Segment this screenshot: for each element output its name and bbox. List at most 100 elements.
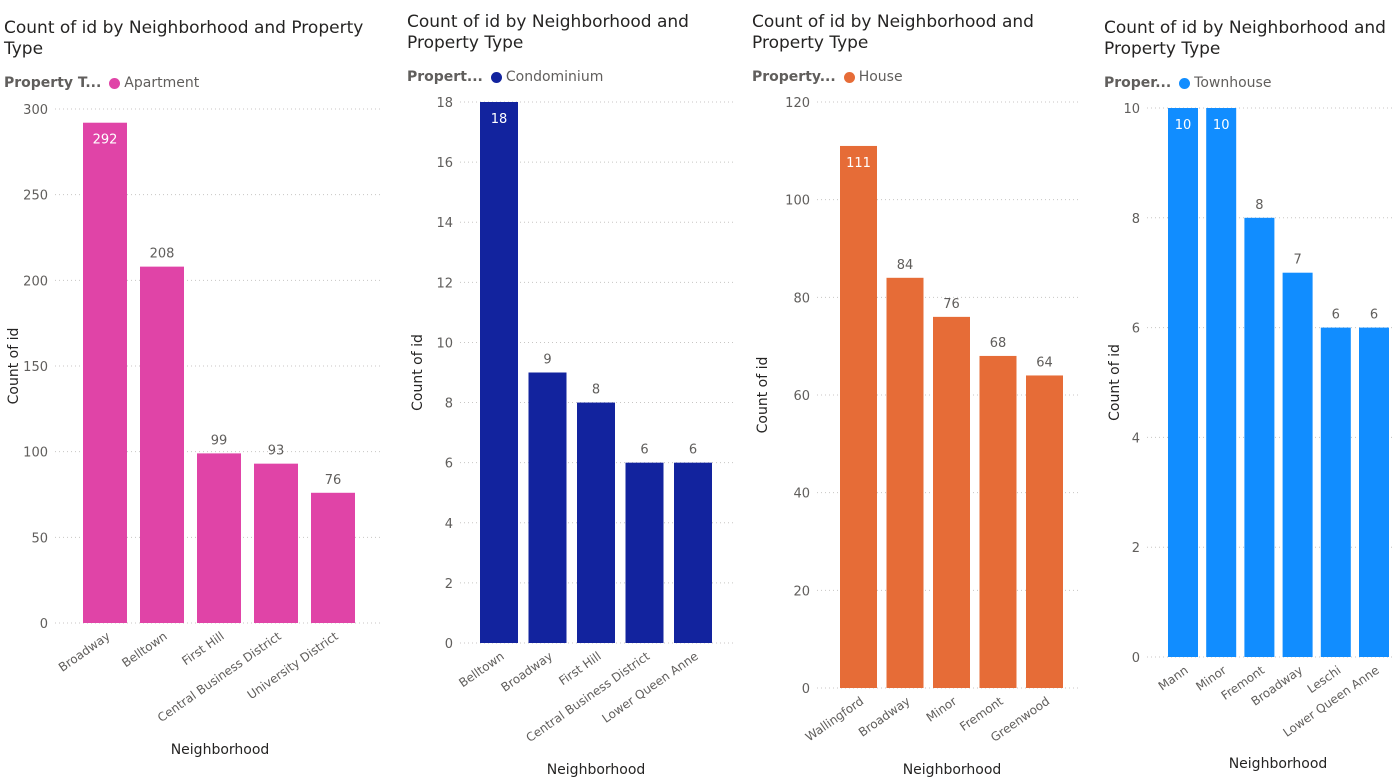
bar bbox=[1244, 217, 1275, 658]
data-label: 99 bbox=[211, 433, 228, 448]
chart-panel-apartment: Count of id by Neighborhood and Property… bbox=[0, 0, 390, 778]
y-tick-label: 14 bbox=[436, 216, 453, 231]
data-label: 76 bbox=[943, 297, 960, 312]
chart-panel-condominium: Count of id by Neighborhood and Property… bbox=[400, 0, 750, 778]
legend-label: Apartment bbox=[124, 75, 200, 91]
legend-label: House bbox=[858, 69, 903, 85]
data-label: 76 bbox=[325, 473, 342, 488]
bar bbox=[1026, 375, 1063, 688]
legend-dot bbox=[490, 71, 502, 83]
chart-title: Count of id by Neighborhood and Property… bbox=[407, 12, 689, 53]
y-axis-title: Count of id bbox=[410, 334, 426, 411]
data-label: 208 bbox=[150, 247, 175, 262]
y-tick-label: 4 bbox=[1132, 431, 1140, 446]
y-tick-label: 12 bbox=[436, 276, 453, 291]
x-axis-title: Neighborhood bbox=[1229, 756, 1328, 772]
bar bbox=[674, 462, 712, 643]
y-tick-label: 50 bbox=[31, 531, 48, 546]
y-tick-label: 6 bbox=[1132, 322, 1140, 337]
chart-legend: Property... House bbox=[752, 68, 903, 86]
legend-title: Property T... bbox=[4, 75, 102, 91]
y-tick-label: 150 bbox=[23, 360, 48, 375]
data-label: 68 bbox=[990, 336, 1007, 351]
bar bbox=[83, 122, 127, 623]
y-axis-title: Count of id bbox=[1107, 344, 1123, 421]
legend-dot bbox=[1179, 77, 1191, 89]
data-label: 6 bbox=[689, 443, 697, 458]
chart-legend: Proper... Townhouse bbox=[1104, 74, 1271, 92]
bar bbox=[1282, 272, 1313, 657]
bar bbox=[254, 463, 298, 623]
data-label: 18 bbox=[491, 112, 508, 127]
data-label: 6 bbox=[1332, 308, 1340, 323]
x-tick-label: Minor bbox=[924, 694, 960, 725]
y-tick-label: 100 bbox=[23, 446, 48, 461]
data-label: 6 bbox=[1370, 308, 1378, 323]
data-label: 6 bbox=[640, 443, 648, 458]
y-tick-label: 10 bbox=[1123, 102, 1140, 117]
bar bbox=[1206, 108, 1237, 657]
legend-label: Condominium bbox=[505, 69, 604, 85]
chart-legend: Propert... Condominium bbox=[407, 68, 603, 86]
bar bbox=[311, 492, 355, 623]
y-tick-label: 250 bbox=[23, 189, 48, 204]
x-tick-label: First Hill bbox=[179, 629, 226, 668]
x-axis-title: Neighborhood bbox=[547, 762, 646, 778]
bar bbox=[840, 145, 877, 688]
data-label: 7 bbox=[1293, 253, 1301, 268]
chart-title: Count of id by Neighborhood and Property… bbox=[4, 18, 364, 59]
data-label: 10 bbox=[1175, 118, 1192, 133]
x-tick-label: Belltown bbox=[119, 629, 169, 670]
bar-chart-apartment: 0 50 100 150 200 250 300 Count of id 292 Broadway… bbox=[6, 103, 380, 758]
legend-title: Property... bbox=[752, 69, 836, 85]
chart-title: Count of id by Neighborhood and Property… bbox=[752, 12, 1034, 53]
bar bbox=[577, 402, 615, 643]
bar bbox=[625, 462, 664, 643]
data-label: 8 bbox=[1255, 198, 1263, 213]
y-tick-label: 2 bbox=[445, 577, 453, 592]
x-tick-label: Broadway bbox=[856, 694, 913, 740]
bar-chart-house: 0 20 40 60 80 100 120 Count of id 111 Wallingford… bbox=[755, 96, 1080, 778]
data-label: 84 bbox=[897, 258, 914, 273]
legend-label: Townhouse bbox=[1194, 75, 1272, 91]
y-tick-label: 0 bbox=[802, 682, 810, 697]
y-tick-label: 6 bbox=[445, 457, 453, 472]
chart-panel-house: Count of id by Neighborhood and Property… bbox=[745, 0, 1095, 778]
x-tick-label: Broadway bbox=[56, 629, 113, 675]
chart-legend: Property T... Apartment bbox=[4, 74, 199, 92]
y-tick-label: 0 bbox=[1132, 651, 1140, 666]
bar bbox=[979, 355, 1017, 688]
y-tick-label: 8 bbox=[445, 397, 453, 412]
y-tick-label: 8 bbox=[1132, 212, 1140, 227]
legend-dot bbox=[109, 77, 121, 89]
y-axis-title: Count of id bbox=[6, 328, 22, 405]
x-tick-label: Broadway bbox=[498, 649, 555, 695]
y-tick-label: 4 bbox=[445, 517, 453, 532]
data-label: 292 bbox=[93, 133, 118, 148]
y-tick-label: 200 bbox=[23, 274, 48, 289]
bar bbox=[933, 316, 970, 688]
bar bbox=[140, 266, 184, 623]
y-tick-label: 2 bbox=[1132, 541, 1140, 556]
legend-dot bbox=[843, 71, 855, 83]
chart-title: Count of id by Neighborhood and Property… bbox=[1104, 18, 1386, 59]
bar bbox=[197, 453, 241, 623]
data-label: 8 bbox=[592, 383, 600, 398]
data-label: 10 bbox=[1213, 118, 1230, 133]
legend-title: Propert... bbox=[407, 69, 483, 85]
legend-title: Proper... bbox=[1104, 75, 1172, 91]
y-tick-label: 18 bbox=[436, 96, 453, 111]
bar bbox=[480, 102, 518, 643]
x-axis-title: Neighborhood bbox=[171, 742, 270, 758]
bar bbox=[528, 372, 567, 643]
y-tick-label: 300 bbox=[23, 103, 48, 118]
y-tick-label: 10 bbox=[436, 336, 453, 351]
y-tick-label: 60 bbox=[793, 389, 810, 404]
bar bbox=[1359, 327, 1389, 657]
data-label: 64 bbox=[1036, 355, 1053, 370]
y-tick-label: 20 bbox=[793, 584, 810, 599]
y-tick-label: 120 bbox=[785, 96, 810, 111]
x-tick-label: Mann bbox=[1156, 663, 1191, 693]
